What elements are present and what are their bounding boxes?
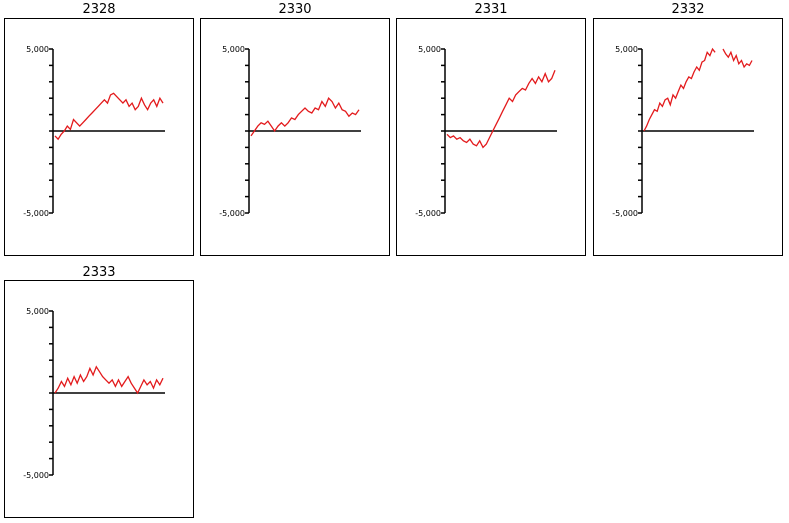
chart-panel: 5,000 -5,000 [4, 18, 194, 256]
y-tick-label: -5,000 [612, 209, 638, 218]
y-tick-label: -5,000 [23, 471, 49, 480]
panel-title: 2332 [671, 2, 705, 17]
series-line [722, 48, 753, 69]
y-tick-label: 5,000 [26, 45, 49, 54]
y-tick-label: -5,000 [219, 209, 245, 218]
chart-svg: 5,000 -5,000 [219, 45, 361, 218]
series-line [643, 47, 716, 132]
series-line [54, 365, 164, 395]
y-tick-label: -5,000 [23, 209, 49, 218]
chart-svg: 5,000 -5,000 [23, 45, 165, 218]
series-line [250, 97, 360, 137]
chart-svg: 5,000 -5,000 [612, 45, 754, 218]
chart-panel: 5,000 -5,000 [593, 18, 783, 256]
panel-title: 2328 [82, 2, 116, 17]
chart-svg: 5,000 -5,000 [415, 45, 557, 218]
series-line [54, 92, 164, 141]
panel-title: 2333 [82, 265, 116, 280]
chart-panel: 5,000 -5,000 [396, 18, 586, 256]
y-tick-label: 5,000 [222, 45, 245, 54]
y-tick-label: 5,000 [615, 45, 638, 54]
chart-panel: 5,000 -5,000 [200, 18, 390, 256]
panel-title: 2331 [474, 2, 508, 17]
y-tick-label: 5,000 [418, 45, 441, 54]
y-tick-label: -5,000 [415, 209, 441, 218]
chart-svg: 5,000 -5,000 [23, 307, 165, 480]
y-tick-label: 5,000 [26, 307, 49, 316]
panel-title: 2330 [278, 2, 312, 17]
series-line [446, 70, 556, 149]
chart-panel: 5,000 -5,000 [4, 280, 194, 518]
